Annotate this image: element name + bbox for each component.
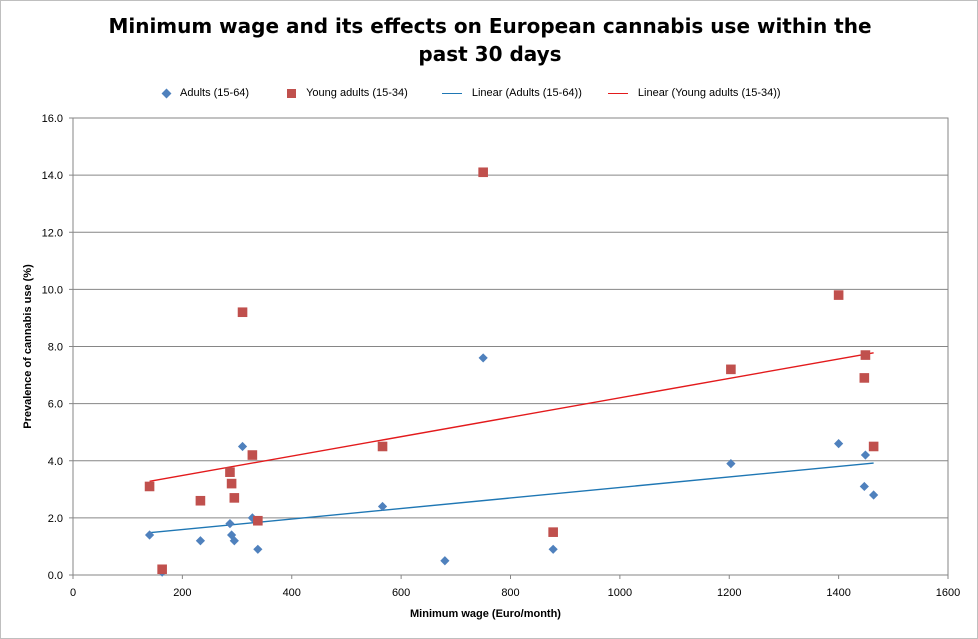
- x-tick-label: 1200: [717, 587, 741, 599]
- data-point-adults: [229, 536, 239, 546]
- x-tick-label: 1000: [608, 587, 632, 599]
- blue-line-icon: [441, 92, 462, 94]
- data-point-adults: [377, 501, 388, 512]
- data-point-young-adults: [478, 167, 488, 178]
- data-point-young-adults: [548, 527, 558, 537]
- data-point-young-adults: [144, 481, 155, 492]
- y-tick-label: 14.0: [42, 170, 63, 182]
- red-line-icon: [607, 92, 628, 94]
- data-point-young-adults: [860, 350, 871, 360]
- data-point-young-adults: [226, 478, 237, 489]
- x-tick-label: 200: [173, 587, 191, 599]
- y-tick-label: 4.0: [48, 456, 63, 468]
- y-tick-label: 12.0: [42, 227, 63, 239]
- data-point-adults: [237, 441, 248, 452]
- data-point-young-adults: [833, 290, 844, 300]
- square-marker-icon: [287, 88, 297, 98]
- data-point-adults: [860, 450, 871, 460]
- data-point-young-adults: [377, 441, 388, 452]
- data-point-young-adults: [859, 373, 870, 383]
- data-point-adults: [548, 544, 558, 554]
- chart-title: Minimum wage and its effects on European…: [108, 14, 872, 66]
- x-tick-label: 1400: [826, 587, 850, 599]
- legend-label-adults: Adults (15-64): [180, 87, 250, 99]
- data-point-young-adults: [229, 493, 240, 503]
- data-point-adults: [144, 530, 155, 540]
- legend-item-adults: Adults (15-64): [160, 87, 249, 99]
- data-point-young-adults: [247, 450, 258, 460]
- legend-item-young-adults: Young adults (15-34): [287, 87, 408, 99]
- legend-label-linear-adults: Linear (Adults (15-64)): [471, 87, 582, 99]
- data-point-adults: [253, 544, 263, 554]
- y-tick-label: 8.0: [48, 342, 63, 354]
- legend-label-young-adults: Young adults (15-34): [306, 87, 408, 99]
- data-point-adults: [834, 439, 844, 449]
- trendline-adults: [149, 462, 874, 534]
- data-point-young-adults: [253, 515, 263, 526]
- data-point-adults: [440, 556, 450, 566]
- data-point-young-adults: [225, 467, 235, 477]
- legend: Adults (15-64) Young adults (15-34) Line…: [160, 84, 807, 102]
- x-tick-label: 800: [501, 587, 519, 599]
- data-point-young-adults: [237, 307, 248, 318]
- legend-label-linear-young-adults: Linear (Young adults (15-34)): [637, 87, 781, 99]
- y-tick-label: 16.0: [42, 113, 63, 125]
- y-tick-label: 2.0: [48, 513, 63, 525]
- x-tick-label: 600: [392, 587, 410, 599]
- data-point-adults: [195, 536, 206, 546]
- x-tick-label: 0: [70, 587, 76, 599]
- data-point-young-adults: [157, 564, 167, 575]
- y-axis-label: Prevalence of cannabis use (%): [22, 264, 34, 429]
- y-tick-label: 10.0: [42, 284, 63, 296]
- x-tick-label: 400: [283, 587, 301, 599]
- legend-item-linear-adults: Linear (Adults (15-64)): [441, 87, 582, 99]
- legend-item-linear-young-adults: Linear (Young adults (15-34)): [607, 87, 781, 99]
- x-tick-label: 1600: [936, 587, 960, 599]
- x-axis-label: Minimum wage (Euro/month): [410, 608, 561, 620]
- data-point-adults: [869, 490, 879, 500]
- trendline-young-adults: [149, 352, 874, 483]
- data-point-adults: [225, 518, 235, 529]
- data-point-young-adults: [726, 364, 736, 375]
- y-tick-label: 6.0: [48, 399, 63, 411]
- data-point-adults: [859, 481, 869, 492]
- data-point-young-adults: [868, 441, 879, 452]
- y-tick-label: 0.0: [48, 570, 63, 582]
- data-point-young-adults: [195, 495, 206, 506]
- data-point-adults: [726, 459, 736, 469]
- data-point-adults: [478, 353, 488, 363]
